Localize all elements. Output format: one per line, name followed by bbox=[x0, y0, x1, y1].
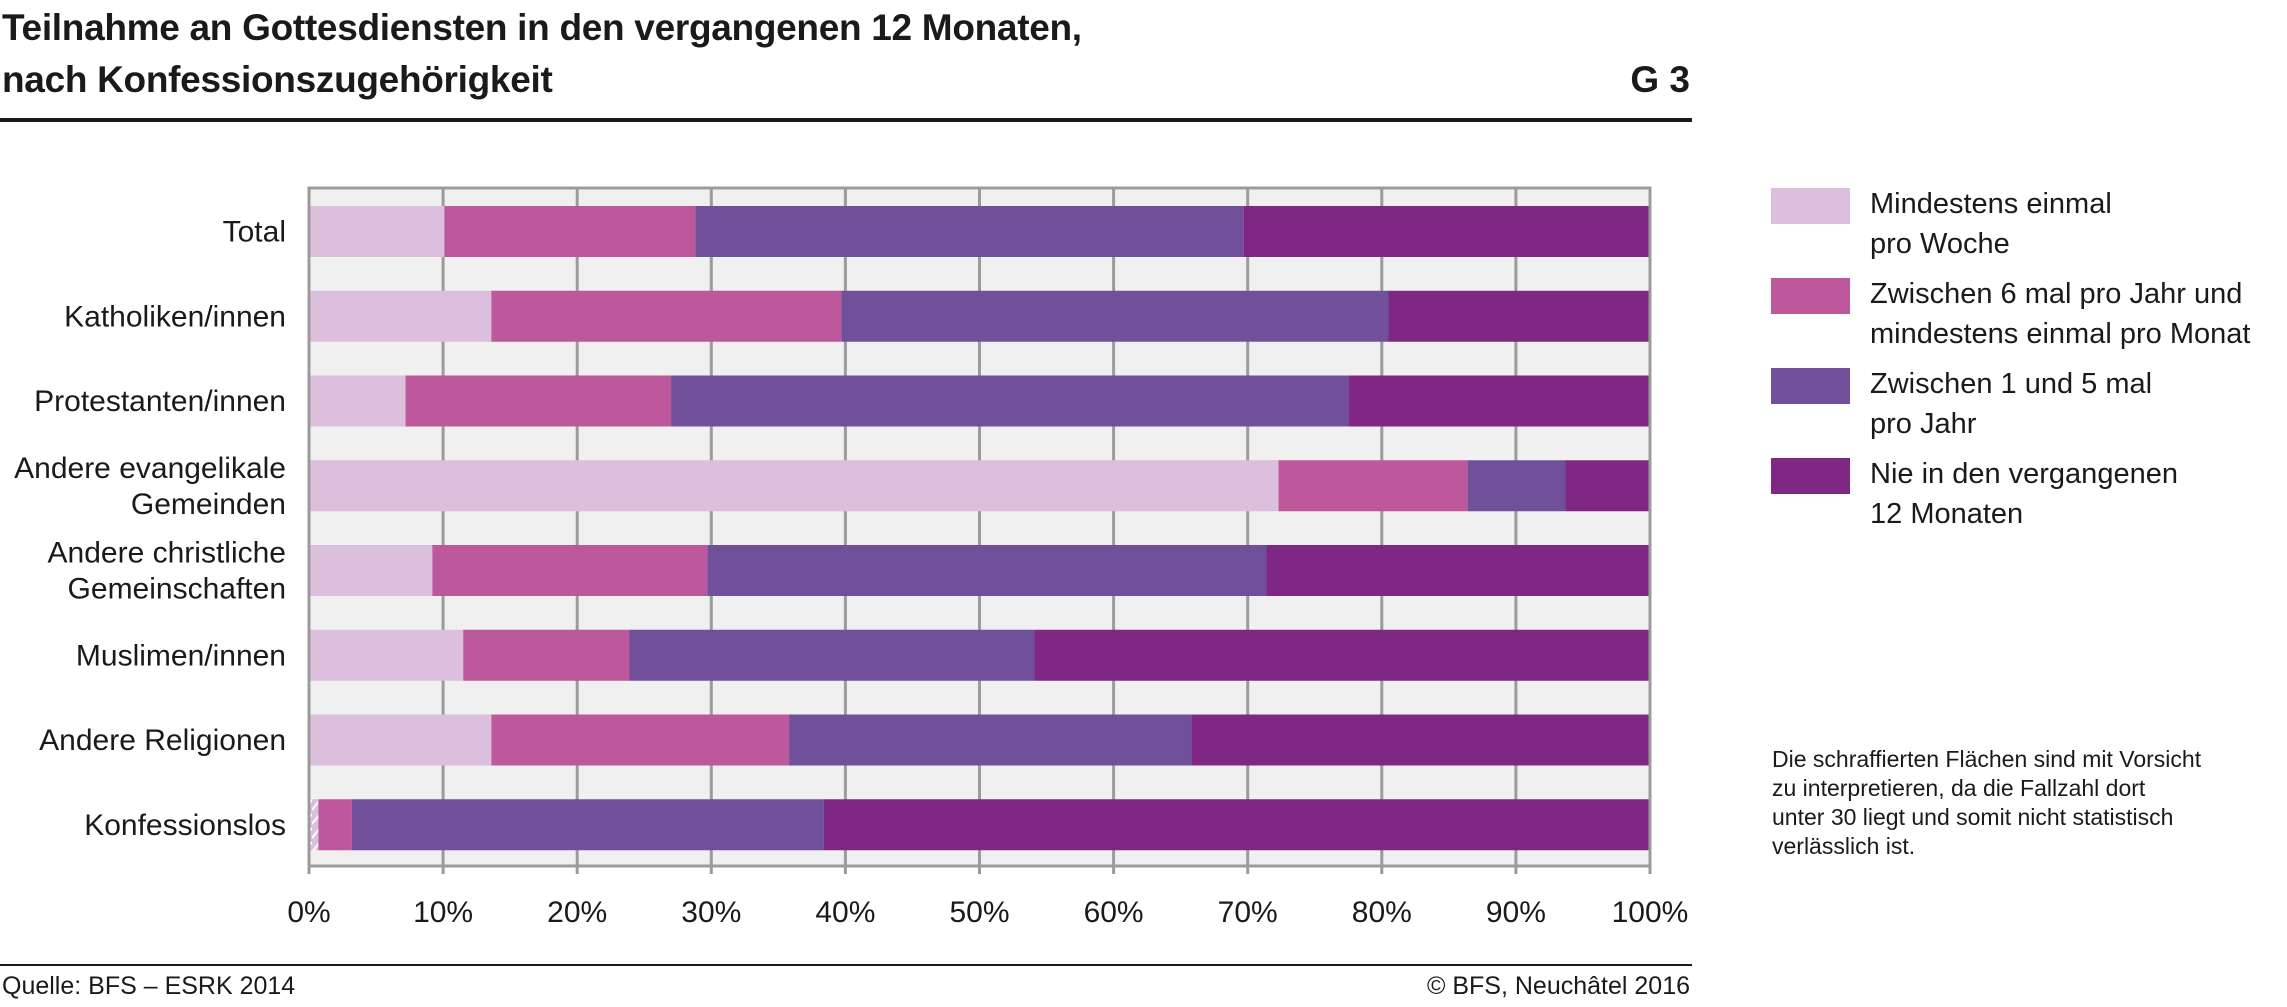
bar-segment bbox=[1278, 460, 1468, 512]
bar-segment bbox=[309, 545, 433, 596]
bar-segment bbox=[1243, 206, 1650, 257]
bar-segment bbox=[1388, 290, 1650, 342]
bar-segment bbox=[789, 714, 1192, 766]
bar-segment bbox=[823, 799, 1650, 851]
bar-segment bbox=[491, 714, 790, 766]
category-label: Andere christliche bbox=[48, 537, 286, 570]
figure-number: G 3 bbox=[1630, 59, 1690, 100]
bar-segment bbox=[1034, 629, 1650, 681]
x-tick-label: 50% bbox=[949, 896, 1009, 929]
bar-segment bbox=[1266, 545, 1650, 596]
legend-swatch bbox=[1771, 278, 1850, 314]
bar-segment bbox=[309, 714, 492, 766]
chart-title-line-1: Teilnahme an Gottesdiensten in den verga… bbox=[2, 7, 1082, 48]
chart-title: Teilnahme an Gottesdiensten in den verga… bbox=[2, 2, 1082, 106]
bar-segment bbox=[1565, 460, 1650, 512]
bar-segment bbox=[1467, 460, 1566, 512]
bar-segment bbox=[318, 799, 352, 851]
bar-segment bbox=[707, 545, 1267, 596]
category-label: Katholiken/innen bbox=[64, 300, 286, 333]
chart-title-line-2: nach Konfessionszugehörigkeit bbox=[2, 59, 553, 100]
bar-segment bbox=[1348, 375, 1650, 427]
legend-swatch bbox=[1771, 368, 1850, 404]
copyright-text: © BFS, Neuchâtel 2016 bbox=[1426, 972, 1690, 1000]
legend: Mindestens einmal pro Woche Zwischen 6 ma… bbox=[1771, 184, 2287, 544]
category-label: Gemeinschaften bbox=[68, 573, 286, 606]
legend-label: Zwischen 1 und 5 mal pro Jahr bbox=[1870, 368, 2153, 440]
bar-segment bbox=[309, 206, 445, 257]
legend-label: Zwischen 6 mal pro Jahr und mindestens e… bbox=[1870, 278, 2251, 350]
x-tick-label: 20% bbox=[547, 896, 607, 929]
legend-swatch bbox=[1771, 458, 1850, 494]
bar-segment bbox=[432, 545, 708, 596]
category-label: Total bbox=[223, 216, 286, 249]
legend-swatch bbox=[1771, 188, 1850, 224]
category-label: Muslimen/innen bbox=[76, 639, 286, 672]
legend-item: Nie in den vergangenen 12 Monaten bbox=[1771, 454, 2287, 534]
bar-segment bbox=[1191, 714, 1650, 766]
x-tick-label: 40% bbox=[815, 896, 875, 929]
category-label: Andere Religionen bbox=[39, 724, 286, 757]
legend-item: Zwischen 1 und 5 mal pro Jahr bbox=[1771, 364, 2287, 444]
x-tick-label: 10% bbox=[413, 896, 473, 929]
bar-segment bbox=[351, 799, 824, 851]
category-label: Konfessionslos bbox=[84, 809, 286, 842]
header-rule bbox=[0, 118, 1692, 122]
bar-segment bbox=[695, 206, 1244, 257]
bar-segment bbox=[463, 629, 630, 681]
legend-label: Mindestens einmal pro Woche bbox=[1870, 188, 2112, 260]
x-tick-label: 30% bbox=[681, 896, 741, 929]
legend-item: Zwischen 6 mal pro Jahr und mindestens e… bbox=[1771, 274, 2287, 354]
footer-rule bbox=[0, 964, 1692, 966]
category-label: Andere evangelikale bbox=[14, 452, 286, 485]
legend-item: Mindestens einmal pro Woche bbox=[1771, 184, 2287, 264]
bar-segment bbox=[309, 290, 492, 342]
x-tick-label: 60% bbox=[1084, 896, 1144, 929]
x-tick-label: 100% bbox=[1612, 896, 1689, 929]
bar-segment bbox=[491, 290, 842, 342]
x-tick-label: 70% bbox=[1218, 896, 1278, 929]
plot-frame bbox=[307, 186, 1652, 868]
source-text: Quelle: BFS – ESRK 2014 bbox=[2, 972, 296, 1000]
bar-segment bbox=[309, 460, 1279, 512]
legend-label: Nie in den vergangenen 12 Monaten bbox=[1870, 458, 2178, 530]
category-label: Protestanten/innen bbox=[34, 385, 286, 418]
bar-segment bbox=[841, 290, 1389, 342]
bar-segment bbox=[629, 629, 1035, 681]
hatch-note: Die schraffierten Flächen sind mit Vorsi… bbox=[1772, 746, 2202, 859]
x-tick-label: 80% bbox=[1352, 896, 1412, 929]
bar-segment bbox=[444, 206, 696, 257]
x-tick-label: 0% bbox=[287, 896, 330, 929]
bar-segment bbox=[405, 375, 672, 427]
bar-segment bbox=[309, 375, 406, 427]
category-label: Gemeinden bbox=[131, 488, 286, 521]
x-tick-label: 90% bbox=[1486, 896, 1546, 929]
bar-segment bbox=[671, 375, 1349, 427]
bar-segment bbox=[309, 629, 464, 681]
bar-segment bbox=[309, 799, 319, 851]
